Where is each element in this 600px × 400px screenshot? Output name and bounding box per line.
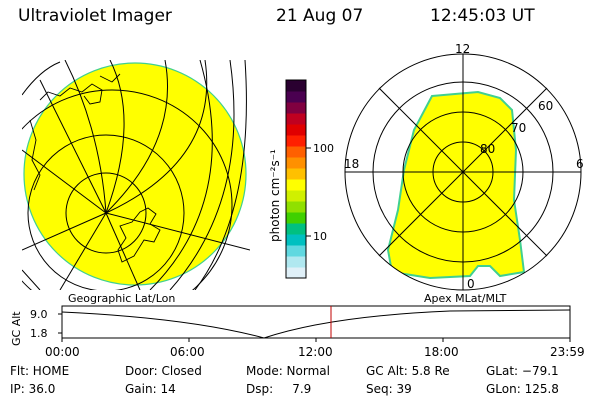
colorbar-segment (286, 157, 306, 169)
observation-time: 12:45:03 UT (430, 6, 535, 26)
time-tick-1200: 12:00 (298, 345, 333, 359)
altitude-curve (61, 309, 571, 339)
time-tick-2359: 23:59 (550, 345, 585, 359)
colorbar-segment (286, 212, 306, 224)
ip-value: IP: 36.0 (10, 382, 56, 396)
uv-image-disk (23, 62, 247, 286)
colorbar-segment (286, 113, 306, 125)
mlat-label-60: 60 (538, 99, 553, 113)
mlt-label-12: 12 (455, 42, 470, 56)
dsp-value: Dsp: 7.9 (246, 382, 312, 396)
colorbar-segment (286, 234, 306, 246)
geographic-latitude: GLat: −79.1 (486, 364, 559, 378)
colorbar-segment (286, 168, 306, 180)
altitude-ytick-bottom: 1.8 (30, 327, 48, 340)
colorbar-segment (286, 201, 306, 213)
time-tick-0000: 00:00 (45, 345, 80, 359)
altitude-plot: GC Alt 9.0 1.8 00:00 06:00 12:00 18:00 2… (10, 305, 585, 359)
geographic-image (22, 60, 250, 290)
flight-status: Flt: HOME (10, 364, 70, 378)
colorbar-segment (286, 223, 306, 235)
observation-date: 21 Aug 07 (276, 6, 364, 26)
mlat-label-70: 70 (511, 121, 526, 135)
magnetic-polar-plot: 12 18 6 0 60 70 80 (344, 42, 584, 291)
color-bar: 100 10 photon cm⁻²s⁻¹ (268, 79, 334, 279)
mlat-label-80: 80 (480, 142, 495, 156)
altitude-ytick-top: 9.0 (30, 308, 48, 321)
door-status: Door: Closed (125, 364, 202, 378)
mlt-label-0: 0 (467, 277, 475, 291)
gain-value: Gain: 14 (125, 382, 176, 396)
colorbar-segment (286, 135, 306, 147)
colorbar-segment (286, 179, 306, 191)
mode-status: Mode: Normal (246, 364, 330, 378)
colorbar-segment (286, 124, 306, 136)
colorbar-segment (286, 256, 306, 268)
lat-lon-grid (22, 60, 250, 290)
colorbar-tick-100: 100 (313, 142, 334, 155)
mlt-label-18: 18 (344, 157, 359, 171)
colorbar-segment (286, 146, 306, 158)
geographic-longitude: GLon: 125.8 (486, 382, 559, 396)
colorbar-segment (286, 267, 306, 279)
left-panel-caption: Geographic Lat/Lon (68, 292, 175, 305)
time-tick-0600: 06:00 (170, 345, 205, 359)
colorbar-segment (286, 102, 306, 114)
gc-altitude: GC Alt: 5.8 Re (366, 364, 450, 378)
auroral-oval-image (386, 90, 526, 280)
colorbar-segment (286, 80, 306, 92)
colorbar-segment (286, 190, 306, 202)
sequence-number: Seq: 39 (366, 382, 412, 396)
instrument-title: Ultraviolet Imager (18, 6, 172, 26)
right-panel-caption: Apex MLat/MLT (424, 292, 507, 305)
colorbar-segment (286, 245, 306, 257)
time-tick-1800: 18:00 (424, 345, 459, 359)
colorbar-tick-10: 10 (313, 230, 327, 243)
altitude-ylabel: GC Alt (10, 311, 23, 346)
colorbar-unit-label: photon cm⁻²s⁻¹ (268, 149, 282, 242)
mlat-mlt-grid (344, 53, 582, 291)
colorbar-segment (286, 91, 306, 103)
mlt-label-6: 6 (576, 157, 584, 171)
